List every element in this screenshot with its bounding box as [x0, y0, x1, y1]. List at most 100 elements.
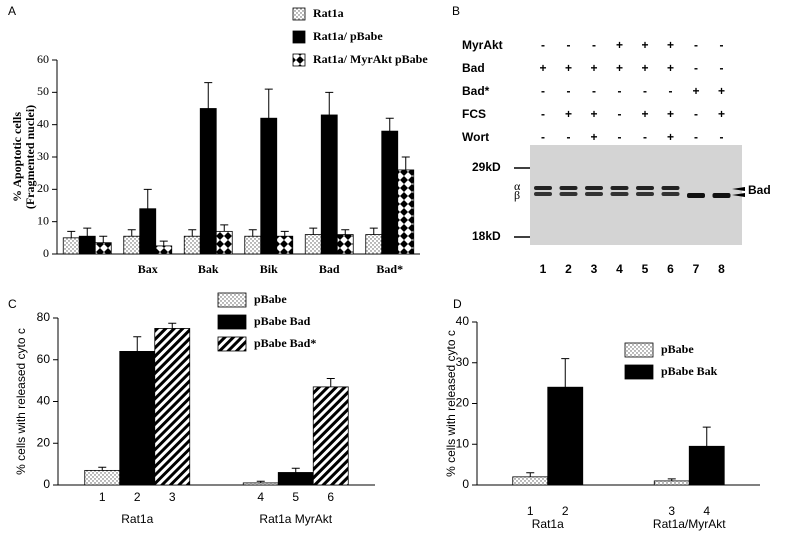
- bar: [397, 169, 415, 255]
- bar: [244, 235, 262, 255]
- band: [636, 186, 654, 190]
- category-label: Bax: [138, 262, 158, 276]
- lane-label: 7: [693, 262, 700, 276]
- category-label: Rat1a/MyrAkt: [653, 517, 726, 531]
- error-bar: [127, 229, 136, 237]
- y-tick-label: 60: [37, 52, 49, 66]
- bar: [336, 234, 354, 255]
- bar: [276, 235, 294, 255]
- sign: -: [567, 38, 571, 52]
- error-bar: [702, 426, 711, 447]
- error-bar: [248, 229, 257, 237]
- sign: +: [590, 107, 597, 121]
- bar: [260, 117, 278, 255]
- sign: +: [667, 107, 674, 121]
- bar-label: 2: [134, 490, 141, 504]
- bar-label: 3: [668, 504, 675, 518]
- legend-swatch: [217, 336, 247, 352]
- y-tick-label: 0: [43, 477, 50, 491]
- band: [661, 192, 680, 196]
- bar: [183, 235, 201, 255]
- bar: [78, 235, 96, 255]
- row-label: Wort: [462, 130, 489, 144]
- error-bar: [99, 235, 108, 243]
- bar: [139, 208, 157, 255]
- band: [610, 186, 629, 190]
- legend-swatch: [217, 314, 247, 330]
- category-label: Bak: [198, 262, 219, 276]
- bar: [242, 482, 279, 486]
- y-tick-label: 80: [37, 310, 51, 324]
- error-bar: [188, 229, 197, 237]
- bar-label: 6: [327, 490, 334, 504]
- band-label: α: [514, 179, 521, 193]
- lane-label: 8: [718, 262, 725, 276]
- error-bar: [309, 227, 318, 235]
- sign: +: [718, 107, 725, 121]
- sign: -: [541, 84, 545, 98]
- band-label: β: [514, 188, 520, 202]
- legend-swatch: [624, 342, 654, 358]
- sign: +: [641, 107, 648, 121]
- sign: -: [541, 107, 545, 121]
- sign: -: [643, 130, 647, 144]
- sign: -: [541, 130, 545, 144]
- sign: +: [641, 61, 648, 75]
- bar-label: 2: [562, 504, 569, 518]
- error-bar: [159, 240, 168, 246]
- y-axis-label: % cells with released cyto c: [14, 328, 28, 475]
- y-tick-label: 60: [37, 352, 51, 366]
- bar: [653, 480, 690, 486]
- y-tick-label: 20: [456, 396, 470, 410]
- bar: [154, 328, 191, 486]
- legend-swatch: [292, 7, 306, 21]
- bar-label: 1: [99, 490, 106, 504]
- y-tick-label: 0: [43, 246, 49, 260]
- sign: +: [590, 61, 597, 75]
- sign: +: [692, 84, 699, 98]
- sign: +: [718, 84, 725, 98]
- error-bar: [256, 480, 265, 483]
- category-label: Rat1a MyrAkt: [259, 512, 332, 526]
- error-bar: [220, 224, 229, 232]
- bar: [215, 230, 233, 255]
- bar-label: 4: [703, 504, 710, 518]
- bar: [547, 386, 584, 486]
- error-bar: [98, 466, 107, 471]
- bar: [688, 445, 725, 486]
- legend-label: pBabe: [254, 292, 287, 306]
- y-tick-label: 40: [37, 394, 51, 408]
- y-tick-label: 30: [37, 149, 49, 163]
- sign: +: [667, 130, 674, 144]
- bar: [304, 234, 322, 255]
- category-label: Bad*: [376, 262, 403, 276]
- lane-label: 3: [591, 262, 598, 276]
- error-bar: [369, 227, 378, 235]
- error-bar: [168, 322, 177, 329]
- bar: [119, 350, 156, 486]
- y-tick-label: 0: [462, 477, 469, 491]
- lane-label: 6: [667, 262, 674, 276]
- band: [534, 186, 552, 190]
- sign: +: [667, 61, 674, 75]
- legend-label: Rat1a: [313, 6, 344, 20]
- bar: [381, 130, 399, 255]
- y-axis-label: (Fragmented nuclei): [23, 105, 37, 209]
- sign: +: [641, 38, 648, 52]
- sign: -: [720, 61, 724, 75]
- protein-label: Bad: [748, 183, 771, 197]
- y-tick-label: 10: [456, 436, 470, 450]
- error-bar: [280, 230, 289, 237]
- panel-label: C: [8, 297, 17, 311]
- lane-label: 4: [616, 262, 623, 276]
- error-bar: [325, 91, 334, 115]
- error-bar: [143, 188, 152, 209]
- y-tick-label: 40: [37, 116, 49, 130]
- sign: -: [720, 38, 724, 52]
- category-label: Bad: [319, 262, 340, 276]
- error-bar: [526, 472, 535, 477]
- error-bar: [264, 88, 273, 119]
- sign: -: [567, 130, 571, 144]
- band: [585, 186, 603, 190]
